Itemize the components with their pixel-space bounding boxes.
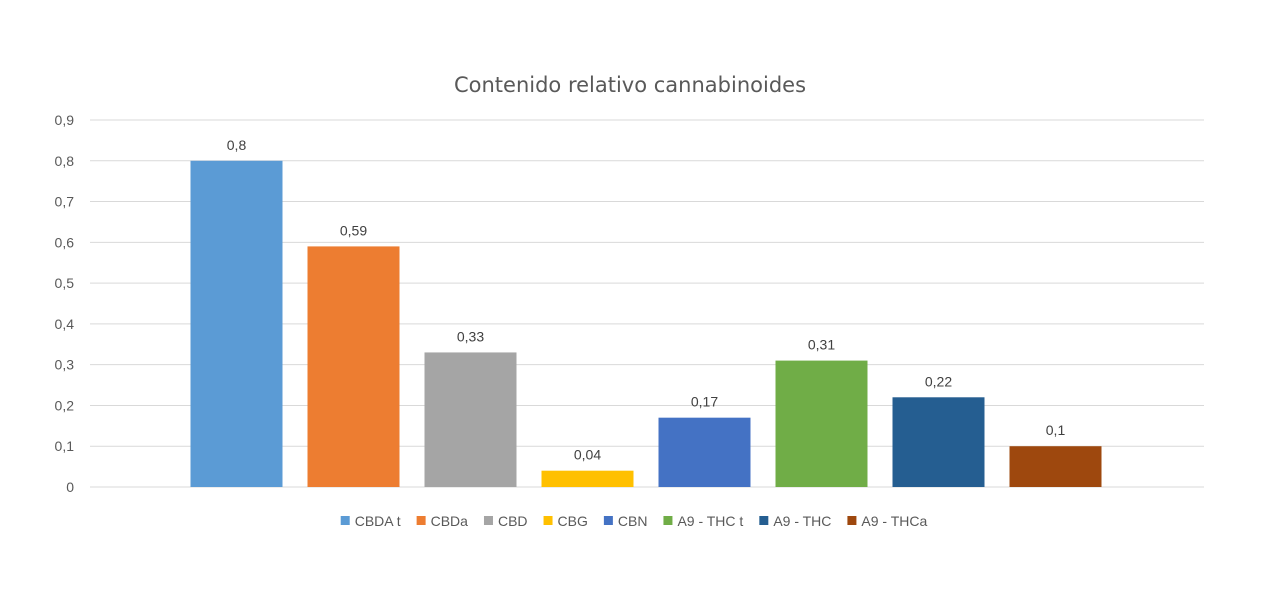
data-label: 0,22 — [925, 373, 952, 389]
y-tick-label: 0,1 — [55, 438, 75, 454]
legend-label: CBDa — [431, 513, 469, 529]
legend-swatch — [340, 516, 350, 525]
legend-item: A9 - THC — [759, 513, 831, 529]
y-tick-label: 0,6 — [55, 234, 75, 250]
y-axis-ticks: 0 0,1 0,2 0,3 0,4 0,5 0,6 0,7 0,8 0,9 — [55, 112, 75, 495]
y-tick-label: 0 — [66, 479, 74, 495]
bar — [424, 352, 517, 487]
legend-item: A9 - THC t — [663, 513, 743, 529]
legend-swatch — [847, 516, 857, 525]
bar — [541, 470, 634, 487]
bar — [658, 417, 751, 487]
y-tick-label: 0,7 — [55, 194, 75, 210]
data-label: 0,1 — [1046, 422, 1066, 438]
data-label: 0,59 — [340, 222, 367, 238]
legend-label: A9 - THCa — [861, 513, 927, 529]
legend-swatch — [663, 516, 673, 525]
data-label: 0,8 — [227, 137, 247, 153]
legend-swatch — [416, 516, 426, 525]
y-tick-label: 0,3 — [55, 357, 75, 373]
legend-swatch — [543, 516, 553, 525]
data-labels: 0,8 0,59 0,33 0,04 0,17 0,31 0,22 0,1 — [227, 137, 1066, 463]
y-tick-label: 0,9 — [55, 112, 75, 128]
legend-label: CBDA t — [355, 513, 401, 529]
data-label: 0,04 — [574, 447, 601, 463]
legend-swatch — [603, 516, 613, 525]
legend-item: CBN — [603, 513, 648, 529]
y-tick-label: 0,2 — [55, 397, 75, 413]
legend-swatch — [483, 516, 493, 525]
bar — [307, 246, 400, 487]
data-label: 0,31 — [808, 337, 835, 353]
legend-item: A9 - THCa — [847, 513, 927, 529]
y-tick-label: 0,5 — [55, 275, 75, 291]
chart-title: Contenido relativo cannabinoides — [454, 73, 806, 97]
bars — [190, 160, 1102, 487]
bar — [775, 360, 868, 487]
y-tick-label: 0,8 — [55, 153, 75, 169]
legend-label: CBD — [498, 513, 528, 529]
legend-swatch — [759, 516, 769, 525]
bar — [892, 397, 985, 487]
legend-item: CBDA t — [340, 513, 401, 529]
legend: CBDA t CBDa CBD CBG CBN A9 - THC t A9 - THC A9 … — [340, 513, 927, 529]
data-label: 0,33 — [457, 328, 484, 344]
legend-label: A9 - THC — [773, 513, 831, 529]
legend-label: CBN — [618, 513, 648, 529]
legend-item: CBG — [543, 513, 588, 529]
legend-label: A9 - THC t — [677, 513, 743, 529]
bar — [1009, 446, 1102, 487]
data-label: 0,17 — [691, 394, 718, 410]
legend-label: CBG — [558, 513, 588, 529]
legend-item: CBD — [483, 513, 528, 529]
y-tick-label: 0,4 — [55, 316, 75, 332]
legend-item: CBDa — [416, 513, 469, 529]
bar — [190, 160, 283, 487]
